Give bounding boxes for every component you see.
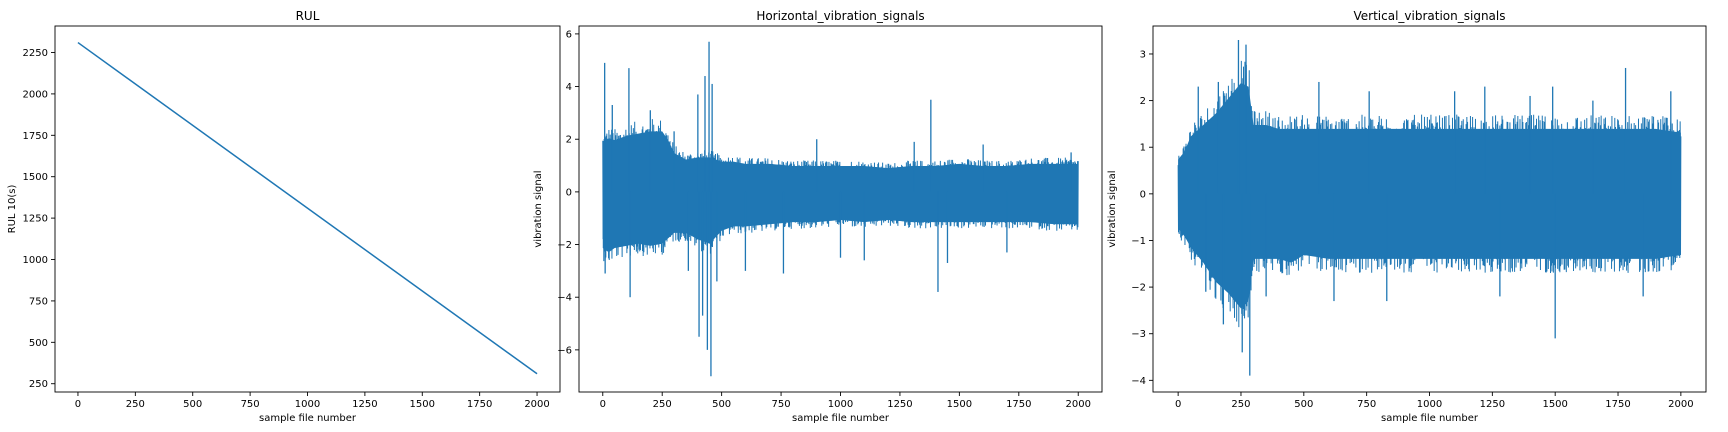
y-tick-label: −2 — [1131, 283, 1146, 294]
y-tick-label: 6 — [566, 29, 572, 40]
x-tick-label: 0 — [75, 399, 81, 410]
y-tick-label: 2 — [1140, 96, 1146, 107]
y-tick-label: 2 — [566, 135, 572, 146]
x-tick-label: 1500 — [1542, 399, 1567, 410]
y-tick-label: 2250 — [23, 48, 48, 59]
x-tick-label: 1250 — [352, 399, 377, 410]
x-tick-label: 1000 — [828, 399, 853, 410]
y-tick-label: 1250 — [23, 214, 48, 225]
x-tick-label: 500 — [1294, 399, 1313, 410]
chart-title: Horizontal_vibration_signals — [756, 9, 924, 23]
x-tick-label: 0 — [1175, 399, 1181, 410]
series-line — [77, 41, 538, 375]
x-tick-label: 750 — [241, 399, 260, 410]
y-tick-label: 1 — [1140, 143, 1146, 154]
y-tick-label: 4 — [566, 82, 572, 93]
x-tick-label: 250 — [1231, 399, 1250, 410]
y-tick-label: −3 — [1131, 329, 1146, 340]
x-tick-label: 750 — [772, 399, 791, 410]
chart-1: 0 250 500 750 1000 1250 1500 1750 2000 250 500 750 1… — [7, 9, 561, 424]
x-tick-label: 250 — [653, 399, 672, 410]
y-tick-label: −6 — [557, 345, 572, 356]
y-tick-label: 500 — [29, 338, 48, 349]
x-tick-label: 500 — [712, 399, 731, 410]
y-axis-label: vibration signal — [533, 170, 544, 247]
y-tick-label: 0 — [1140, 189, 1146, 200]
chart-title: Vertical_vibration_signals — [1354, 9, 1506, 23]
x-tick-label: 250 — [126, 399, 145, 410]
series-band — [602, 131, 1079, 252]
x-tick-label: 1000 — [295, 399, 320, 410]
x-tick-label: 1000 — [1417, 399, 1442, 410]
y-tick-label: 0 — [566, 187, 572, 198]
chart-3: 0 250 500 750 1000 1250 1500 1750 2000 −4 −3 −2 −1 0 1… — [1107, 9, 1707, 424]
x-tick-label: 1250 — [1480, 399, 1505, 410]
x-axis-label: sample file number — [1381, 413, 1479, 424]
y-tick-label: −1 — [1131, 236, 1146, 247]
y-tick-label: 1000 — [23, 255, 48, 266]
y-axis-label: RUL 10(s) — [7, 185, 18, 234]
x-tick-label: 750 — [1357, 399, 1376, 410]
x-tick-label: 2000 — [1066, 399, 1091, 410]
x-tick-label: 1750 — [1605, 399, 1630, 410]
x-tick-label: 1750 — [1006, 399, 1031, 410]
y-axis-label: vibration signal — [1107, 170, 1118, 247]
y-tick-label: −4 — [1131, 376, 1146, 387]
y-tick-label: 2000 — [23, 89, 48, 100]
x-tick-label: 1250 — [887, 399, 912, 410]
y-tick-label: 1500 — [23, 172, 48, 183]
x-tick-label: 1500 — [947, 399, 972, 410]
y-tick-label: −2 — [557, 240, 572, 251]
chart-title: RUL — [296, 9, 320, 23]
y-tick-label: −4 — [557, 293, 572, 304]
x-axis-label: sample file number — [259, 413, 357, 424]
y-tick-label: 1750 — [23, 131, 48, 142]
x-tick-label: 2000 — [524, 399, 549, 410]
x-tick-label: 1500 — [410, 399, 435, 410]
y-tick-label: 3 — [1140, 49, 1146, 60]
x-axis-label: sample file number — [792, 413, 890, 424]
x-tick-label: 2000 — [1668, 399, 1693, 410]
y-tick-label: 250 — [29, 379, 48, 390]
y-tick-label: 750 — [29, 296, 48, 307]
x-tick-label: 500 — [183, 399, 202, 410]
chart-2: 0 250 500 750 1000 1250 1500 1750 2000 −6 −4 −2 0 2 4 6… — [533, 9, 1103, 424]
x-tick-label: 1750 — [467, 399, 492, 410]
x-tick-label: 0 — [600, 399, 606, 410]
